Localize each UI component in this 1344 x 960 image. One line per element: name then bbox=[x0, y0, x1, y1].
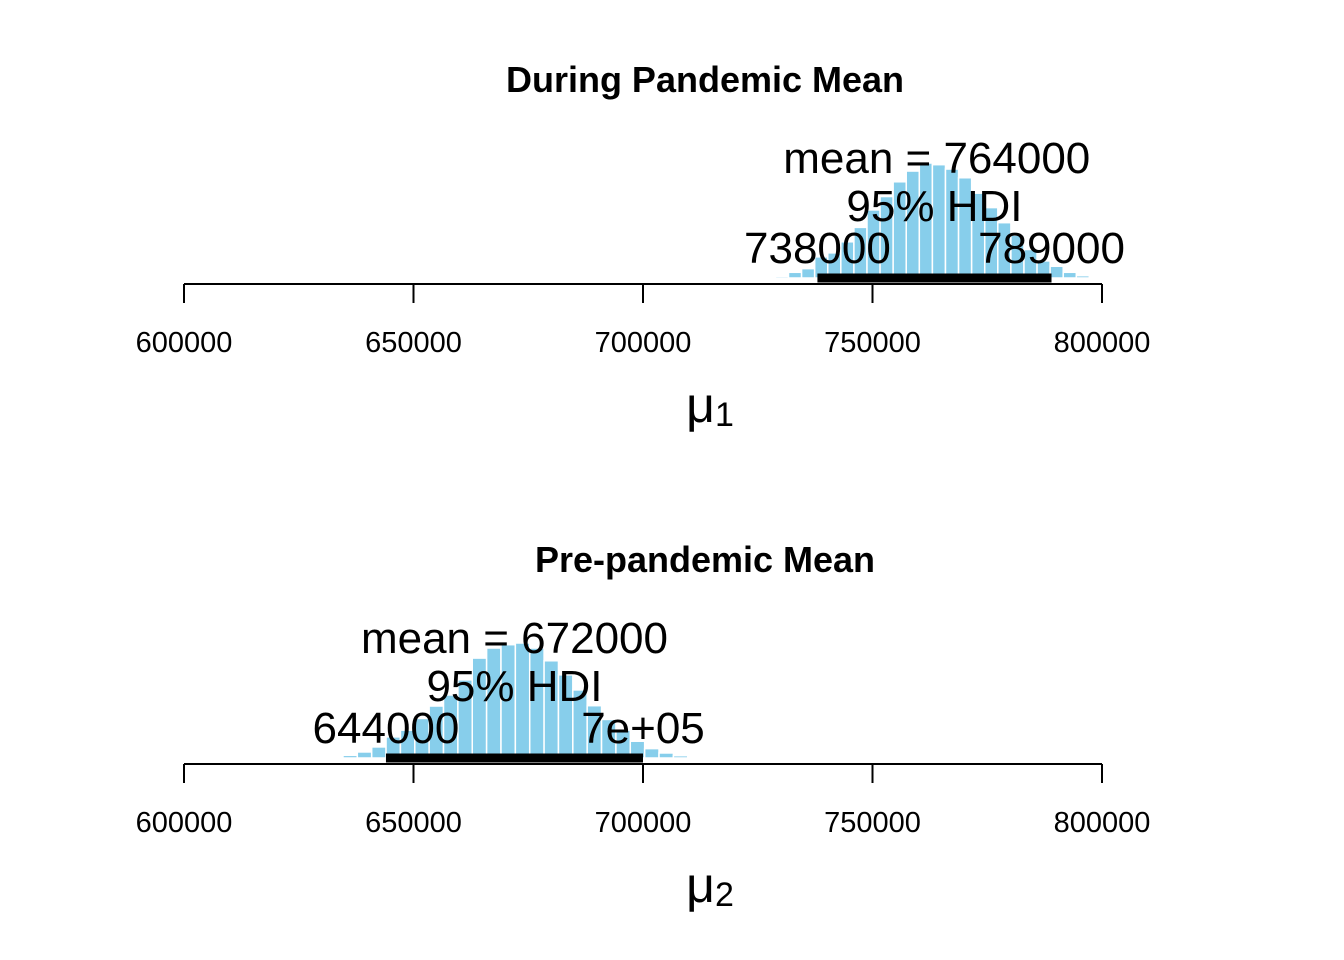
histogram-bar bbox=[327, 756, 344, 759]
hdi-label: 95% HDI bbox=[846, 182, 1022, 231]
hdi-high-label: 789000 bbox=[978, 224, 1125, 273]
histogram-bar bbox=[774, 275, 790, 279]
x-axis-label-subscript: 1 bbox=[715, 396, 734, 434]
x-tick-label: 800000 bbox=[1054, 807, 1151, 839]
x-tick-label: 800000 bbox=[1054, 327, 1151, 359]
x-tick-label: 600000 bbox=[136, 327, 233, 359]
histogram-bar bbox=[1088, 276, 1104, 279]
histogram-bar bbox=[687, 756, 703, 759]
mean-label: mean = 764000 bbox=[783, 134, 1090, 183]
hdi-high-label: 7e+05 bbox=[581, 704, 705, 753]
histogram-bar bbox=[1075, 274, 1091, 279]
mean-label: mean = 672000 bbox=[361, 614, 668, 663]
histogram-bar bbox=[1062, 271, 1078, 279]
x-tick-label: 700000 bbox=[595, 327, 692, 359]
histogram-bar bbox=[658, 752, 675, 759]
x-tick-label: 750000 bbox=[824, 327, 921, 359]
chart-title: During Pandemic Mean bbox=[506, 59, 904, 100]
hdi-low-label: 644000 bbox=[313, 704, 460, 753]
x-tick-label: 600000 bbox=[136, 807, 233, 839]
x-tick-label: 750000 bbox=[824, 807, 921, 839]
histogram-bar bbox=[761, 276, 777, 279]
x-tick-label: 700000 bbox=[595, 807, 692, 839]
histogram-bar bbox=[787, 271, 803, 279]
chart-title: Pre-pandemic Mean bbox=[535, 539, 875, 580]
histogram-bar bbox=[672, 754, 689, 759]
x-axis-label-subscript: 2 bbox=[715, 876, 734, 914]
x-tick-label: 650000 bbox=[365, 807, 462, 839]
x-axis-label: μ1 bbox=[686, 377, 734, 434]
x-axis-label-symbol: μ bbox=[686, 857, 715, 913]
histogram-bar bbox=[342, 754, 359, 759]
x-tick-label: 650000 bbox=[365, 327, 462, 359]
hdi-low-label: 738000 bbox=[744, 224, 891, 273]
hdi-label: 95% HDI bbox=[426, 662, 602, 711]
x-axis-label-symbol: μ bbox=[686, 377, 715, 433]
x-axis-label: μ2 bbox=[686, 857, 734, 914]
